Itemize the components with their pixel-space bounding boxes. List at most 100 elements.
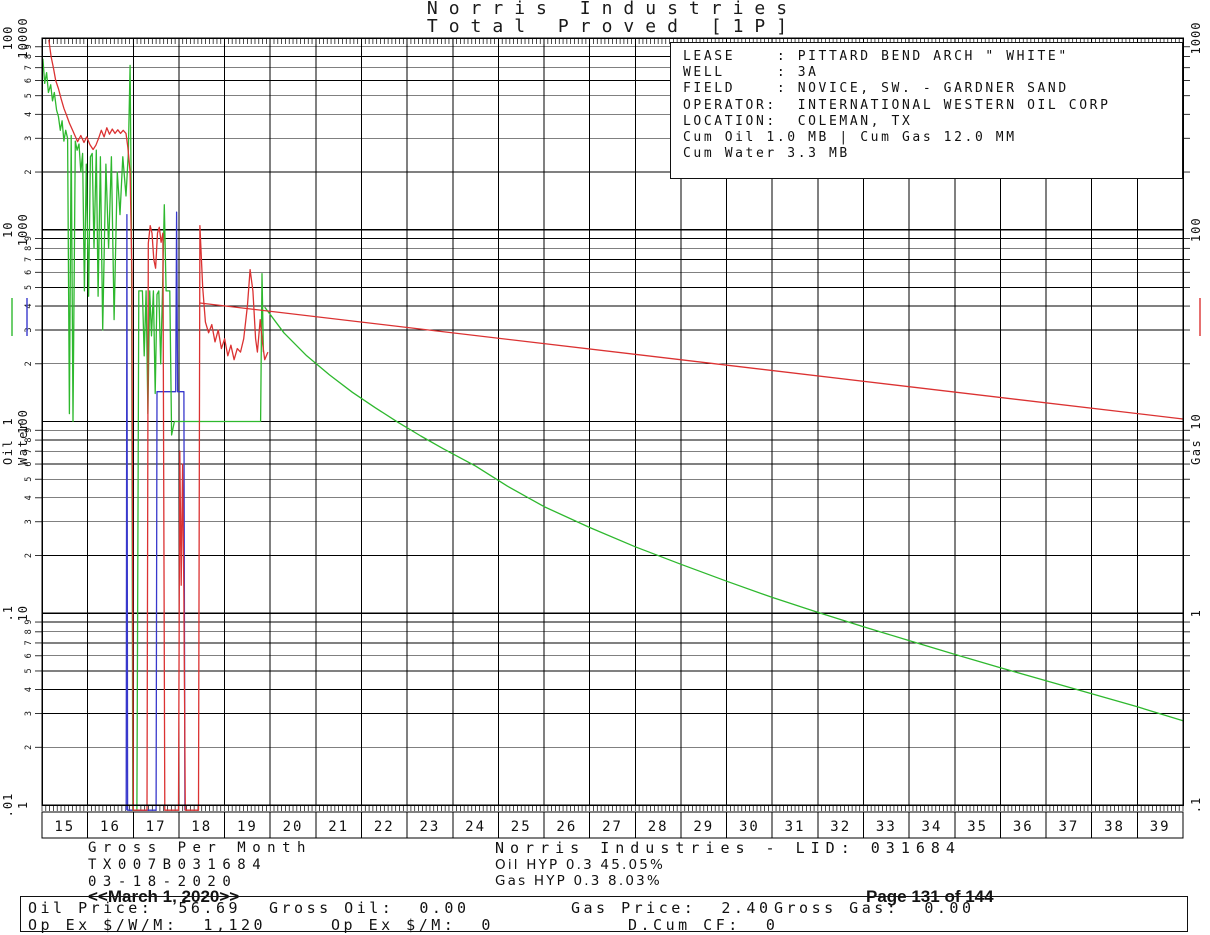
footer-gross-per-month: Gross Per Month xyxy=(88,840,312,856)
minor-tick-label: 4 xyxy=(24,303,34,308)
minor-tick-label: 7 xyxy=(24,65,34,70)
dcum-cf-value: D.Cum CF: 0 xyxy=(628,916,779,934)
year-label: 25 xyxy=(511,819,532,835)
year-label: 39 xyxy=(1150,819,1171,835)
year-label: 35 xyxy=(967,819,988,835)
date-overlay-stamp: <<March 1, 2020>> xyxy=(88,887,240,906)
minor-tick-label: 3 xyxy=(24,327,34,332)
chart-title: Norris Industries Total Proved [1P] xyxy=(42,0,1183,36)
oil-price-value: Oil Price: 56.69 xyxy=(28,899,242,917)
oil-axis-label: .1 xyxy=(1,605,15,621)
minor-tick-label: 5 xyxy=(24,285,34,290)
opex-per-month: Op Ex $/M: 0 xyxy=(331,916,494,934)
minor-tick-label: 2 xyxy=(24,169,34,174)
minor-tick-label: 9 xyxy=(24,619,34,624)
year-label: 36 xyxy=(1013,819,1034,835)
gas-axis-label: 100 xyxy=(1189,217,1203,242)
footer-oil-hyp: Oil HYP 0.3 45.05% xyxy=(495,857,666,873)
plot-border xyxy=(41,37,1184,806)
border xyxy=(41,37,1184,806)
well-info-box: LEASE : PITTARD BEND ARCH " WHITE" WELL … xyxy=(670,42,1183,179)
minor-tick-label: 4 xyxy=(24,495,34,500)
series xyxy=(42,39,1184,811)
year-label: 28 xyxy=(648,819,669,835)
minor-tick-label: 4 xyxy=(24,687,34,692)
year-label: 21 xyxy=(328,819,349,835)
oil-axis-label: 1 xyxy=(1,417,15,425)
minor-tick-label: 6 xyxy=(24,270,34,275)
footer-lid-title: Norris Industries - LID: 031684 xyxy=(495,839,961,857)
minor-tick-label: 8 xyxy=(24,438,34,443)
minor-tick-label: 9 xyxy=(24,44,34,49)
oil-history-line xyxy=(42,58,265,811)
footer-left: Gross Per Month TX007B031684 03-18-2020 xyxy=(88,840,312,891)
minor-tick-label: 9 xyxy=(24,236,34,241)
title-line-1: Norris Industries xyxy=(426,0,799,19)
water-axis-label: 1 xyxy=(16,801,30,809)
minor-tick-label: 6 xyxy=(24,461,34,466)
minor-tick-label: 3 xyxy=(24,711,34,716)
info-line-well: WELL : 3A xyxy=(683,65,819,81)
footer-gas-hyp: Gas HYP 0.3 8.03% xyxy=(495,873,662,889)
year-label: 29 xyxy=(693,819,714,835)
minor-tick-label: 2 xyxy=(24,745,34,750)
info-line-field: FIELD : NOVICE, SW. - GARDNER SAND xyxy=(683,81,1069,97)
axis-ticks: 2 3 4 5 6 7 8 9 2 3 4 5 6 7 8 9 2 3 4 5 6 7 8 9 2 3 4 5 6 7 8 9 xyxy=(24,38,1190,811)
minor-tick-label: 7 xyxy=(24,257,34,262)
economics-bar: Oil Price: 56.69 Gross Oil: 0.00 Gas Pri… xyxy=(20,896,1188,934)
info-line-cum-water: Cum Water 3.3 MB xyxy=(683,146,850,162)
gas-axis-label: .1 xyxy=(1189,797,1203,813)
year-label: 27 xyxy=(602,819,623,835)
opex-per-well-month: Op Ex $/W/M: 1,120 xyxy=(28,916,267,934)
oil-forecast-line xyxy=(264,306,1184,722)
year-label: 30 xyxy=(739,819,760,835)
footer-center: Norris Industries - LID: 031684 Oil HYP … xyxy=(495,839,961,890)
minor-tick-label: 4 xyxy=(24,112,34,117)
year-label: 32 xyxy=(830,819,851,835)
water-axis-label: 10000 xyxy=(16,17,30,58)
year-axis-row: 15 16 17 18 19 20 21 22 23 24 25 26 27 28 29 30 31 32 33 34… xyxy=(41,811,1184,839)
minor-tick-label: 3 xyxy=(24,136,34,141)
year-label: 17 xyxy=(146,819,167,835)
gas-forecast-line xyxy=(199,302,1184,420)
page-number-stamp: Page 131 of 144 xyxy=(866,887,994,906)
year-label: 19 xyxy=(237,819,258,835)
year-label: 18 xyxy=(191,819,212,835)
minor-tick-label: 8 xyxy=(24,54,34,59)
oil-axis-label: 100 xyxy=(1,26,15,51)
year-label: 33 xyxy=(876,819,897,835)
info-line-lease: LEASE : PITTARD BEND ARCH " WHITE" xyxy=(683,49,1069,64)
info-line-cum-oil-gas: Cum Oil 1.0 MB | Cum Gas 12.0 MM xyxy=(683,130,1017,146)
gas-axis-label: 1 xyxy=(1189,609,1203,617)
minor-tick-label: 7 xyxy=(24,640,34,645)
gas-axis-label: 10 xyxy=(1189,413,1203,429)
oil-legend-label: Oil xyxy=(1,439,15,465)
water-legend-label: Water xyxy=(16,421,30,465)
water-history-line xyxy=(125,211,186,811)
footer-date: 03-18-2020 xyxy=(88,874,238,890)
gas-legend-label: Gas xyxy=(1189,439,1203,465)
footer-lease-id: TX007B031684 xyxy=(88,857,268,873)
year-label: 22 xyxy=(374,819,395,835)
minor-tick-label: 9 xyxy=(24,428,34,433)
minor-tick-label: 7 xyxy=(24,449,34,454)
minor-tick-label: 5 xyxy=(24,477,34,482)
gross-gas-value: Gross Gas: 0.00 xyxy=(774,899,975,917)
minor-tick-label: 6 xyxy=(24,653,34,658)
year-label: 20 xyxy=(283,819,304,835)
footer-block: Gross Per Month TX007B031684 03-18-2020 … xyxy=(0,838,1210,894)
gas-axis-label: 1000 xyxy=(1189,22,1203,55)
minor-tick-label: 2 xyxy=(24,553,34,558)
minor-tick-label: 3 xyxy=(24,519,34,524)
year-label: 16 xyxy=(100,819,121,835)
year-label: 26 xyxy=(556,819,577,835)
axis-legends: Oil Water Gas xyxy=(1,298,1203,465)
info-line-location: LOCATION: COLEMAN, TX xyxy=(683,113,913,129)
oil-axis-label: .01 xyxy=(1,793,15,818)
water-axis-label: 10 xyxy=(16,605,30,621)
minor-tick-label: 5 xyxy=(24,93,34,98)
year-label: 37 xyxy=(1058,819,1079,835)
water-axis-label: 100 xyxy=(16,409,30,434)
